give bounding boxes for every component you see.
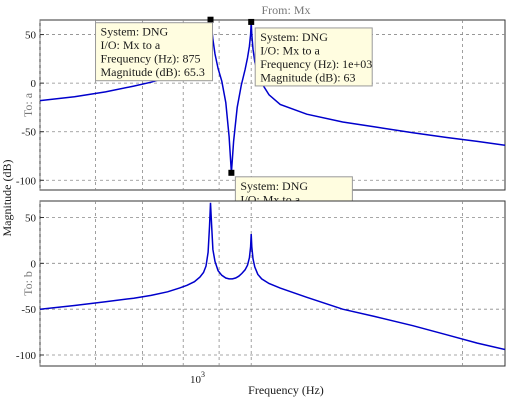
x-tick-label-1000: 103 [190,370,205,386]
datatip-box [95,22,214,82]
datatip-text: System: DNG [240,179,308,193]
datatip-text: I/O: Mx to a [101,38,161,52]
axes-panel-2: 50 0 -50 -100 To: b [16,200,506,367]
y-tick-label: 50 [25,213,37,225]
datatip-text: Magnitude (dB): 65.3 [101,65,205,79]
y-tick-label: 0 [31,78,37,90]
y-tick-label: 0 [31,258,37,270]
x-tick-base: 10 [190,374,202,386]
y-tick-label: -50 [21,127,36,139]
chart-title: From: Mx [261,3,310,17]
datatip-marker [207,16,214,23]
datatip-text: System: DNG [260,30,328,44]
y-axis-label: Magnitude (dB) [0,160,14,237]
datatip-text: Frequency (Hz): 1e+03 [260,57,372,71]
datatip-marker [228,169,235,176]
datatip-text: Frequency (Hz): 875 [101,52,201,66]
datatip-marker [248,18,255,25]
datatip-text: System: DNG [101,25,169,39]
axes-frame [39,200,506,367]
series-line [40,202,505,351]
datatip-box [254,27,373,87]
x-tick-exp: 3 [201,370,205,379]
row-label: To: b [21,271,35,296]
y-tick-label: -50 [21,304,36,316]
y-tick-label: -100 [16,175,37,187]
x-axis-label: Frequency (Hz) [248,383,324,397]
row-label: To: a [21,92,35,117]
y-tick-label: 50 [25,30,37,42]
datatip-text: I/O: Mx to a [260,43,320,57]
datatip-text: Magnitude (dB): 63 [260,70,355,84]
y-tick-label: -100 [16,350,37,362]
